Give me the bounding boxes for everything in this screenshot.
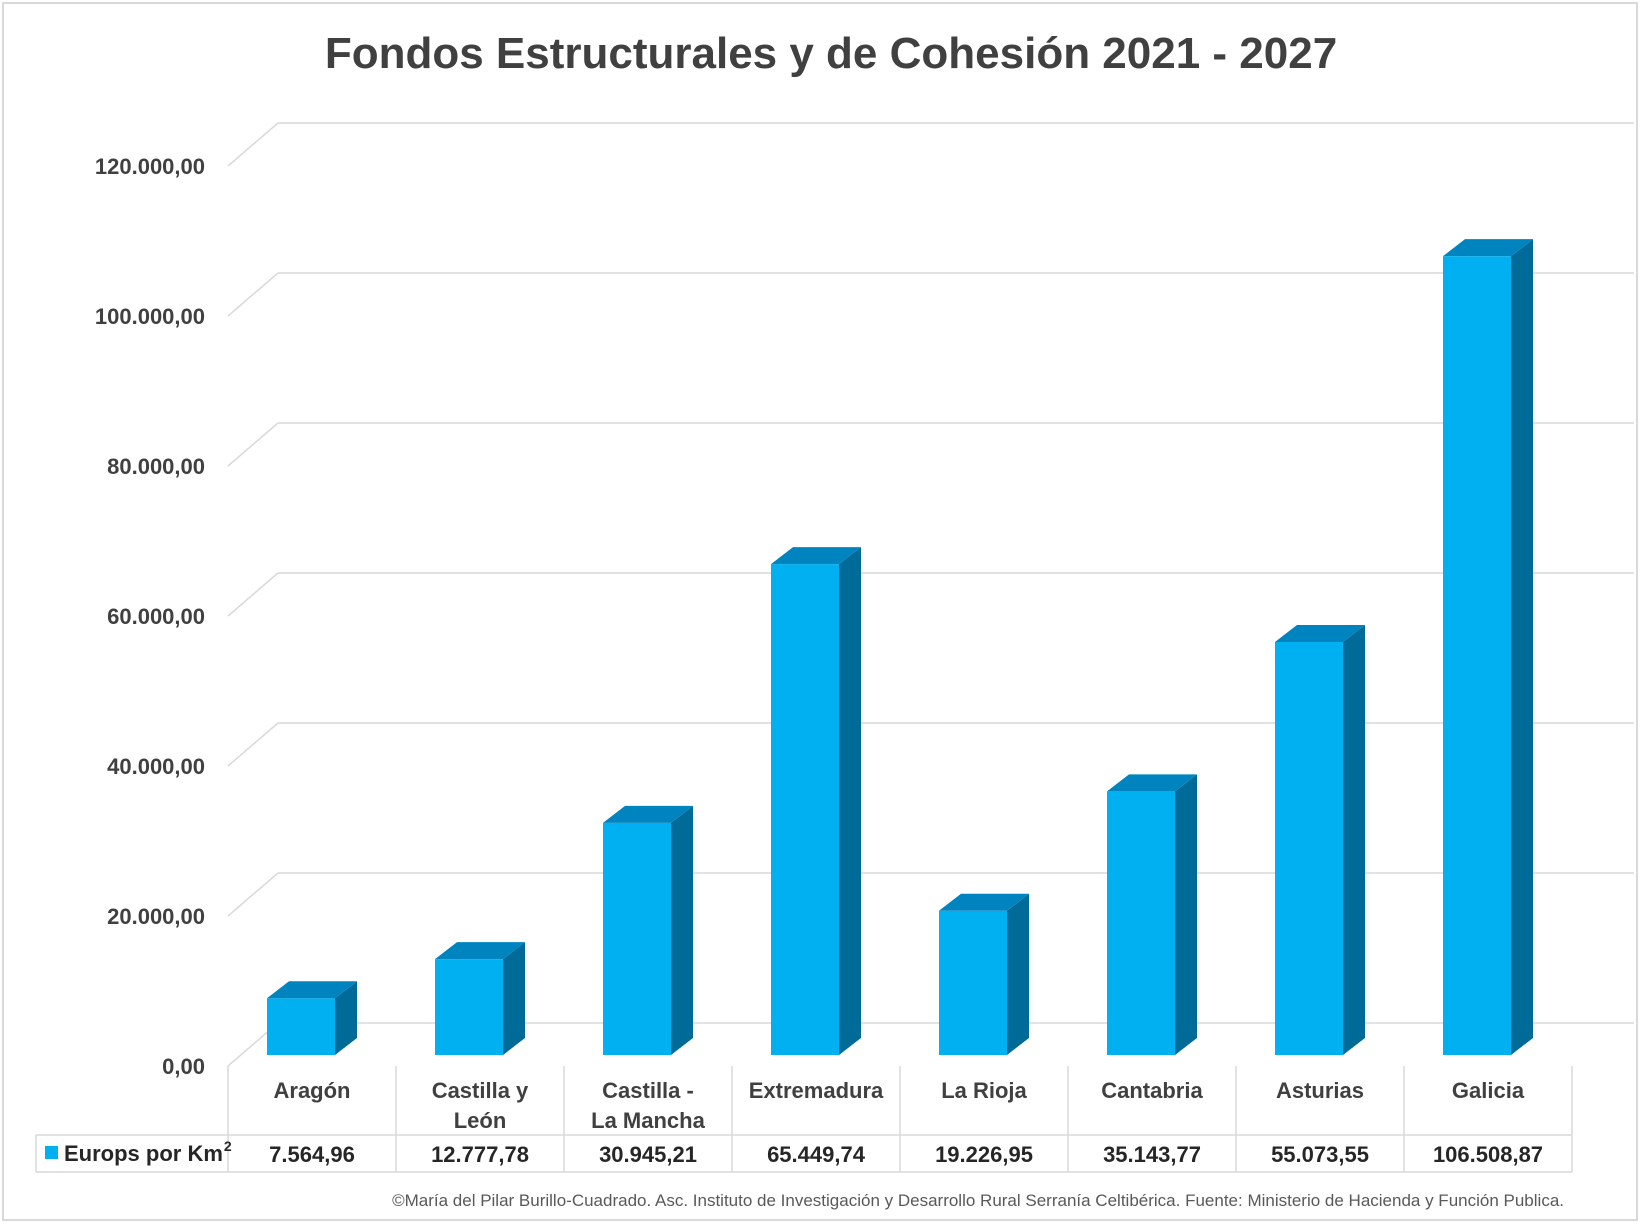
bar-front <box>603 822 671 1055</box>
y-tick-label: 100.000,00 <box>95 304 205 329</box>
category-label: Castilla y León <box>432 1078 529 1133</box>
bar <box>1275 624 1365 1055</box>
bar <box>939 893 1029 1055</box>
bar-side <box>1343 624 1365 1055</box>
bar <box>603 805 693 1055</box>
bar <box>1107 774 1197 1055</box>
y-tick-label: 60.000,00 <box>107 604 205 629</box>
y-tick-label: 20.000,00 <box>107 904 205 929</box>
bar-top <box>1443 239 1533 257</box>
category-label: Asturias <box>1276 1078 1364 1103</box>
data-value-label: 65.449,74 <box>767 1142 866 1167</box>
bar-side <box>1175 774 1197 1055</box>
legend-superscript: 2 <box>224 1138 232 1154</box>
gridline-diagonal <box>227 422 279 467</box>
category-label: Aragón <box>274 1078 351 1103</box>
gridline-diagonal <box>227 122 279 167</box>
gridline-diagonal <box>227 572 279 617</box>
bar-top <box>267 981 357 999</box>
y-tick-label: 120.000,00 <box>95 154 205 179</box>
legend-swatch <box>45 1146 58 1159</box>
bar <box>267 981 357 1055</box>
bar-front <box>267 998 335 1055</box>
bar-side <box>1511 239 1533 1055</box>
y-tick-label: 80.000,00 <box>107 454 205 479</box>
bar-top <box>603 805 693 823</box>
gridline-diagonal <box>227 722 279 767</box>
category-label: Cantabria <box>1101 1078 1203 1103</box>
data-table: Aragón Castilla y León Castilla -La Mancha E… <box>35 1066 1573 1173</box>
gridlines <box>227 122 1634 1067</box>
bar-side <box>503 942 525 1055</box>
bars <box>267 239 1533 1055</box>
y-axis-ticks: 0,00 20.000,00 40.000,00 60.000,00 80.000,00… <box>95 154 205 1079</box>
bar-top <box>939 893 1029 911</box>
bar-front <box>939 910 1007 1055</box>
data-value-label: 35.143,77 <box>1103 1142 1201 1167</box>
bar <box>435 942 525 1055</box>
legend-label: Europs por Km <box>64 1141 223 1166</box>
bar-front <box>771 564 839 1055</box>
category-label: Galicia <box>1452 1078 1525 1103</box>
bar-side <box>839 547 861 1055</box>
data-value-label: 12.777,78 <box>431 1142 529 1167</box>
bar-top <box>1107 774 1197 792</box>
bar-side <box>671 805 693 1055</box>
chart-title: Fondos Estructurales y de Cohesión 2021 … <box>325 29 1337 78</box>
bar <box>771 547 861 1055</box>
gridline-diagonal <box>227 272 279 317</box>
bar-top <box>771 547 861 565</box>
bar-front <box>435 959 503 1055</box>
bar-side <box>1007 893 1029 1055</box>
bar-top <box>435 942 525 960</box>
bar-front <box>1443 256 1511 1055</box>
bar-side <box>335 981 357 1055</box>
y-tick-label: 40.000,00 <box>107 754 205 779</box>
category-label: Extremadura <box>749 1078 884 1103</box>
category-label: La Rioja <box>941 1078 1027 1103</box>
footer-credit: ©María del Pilar Burillo-Cuadrado. Asc. … <box>392 1191 1564 1210</box>
data-value-label: 7.564,96 <box>269 1142 355 1167</box>
gridline-diagonal <box>227 872 279 917</box>
y-tick-label: 0,00 <box>162 1054 205 1079</box>
category-label: Castilla -La Mancha <box>591 1078 705 1133</box>
data-value-label: 30.945,21 <box>599 1142 697 1167</box>
data-value-label: 55.073,55 <box>1271 1142 1369 1167</box>
bar-front <box>1107 791 1175 1055</box>
bar <box>1443 239 1533 1055</box>
data-value-label: 106.508,87 <box>1433 1142 1543 1167</box>
bar-front <box>1275 641 1343 1055</box>
data-value-label: 19.226,95 <box>935 1142 1033 1167</box>
bar-top <box>1275 624 1365 642</box>
